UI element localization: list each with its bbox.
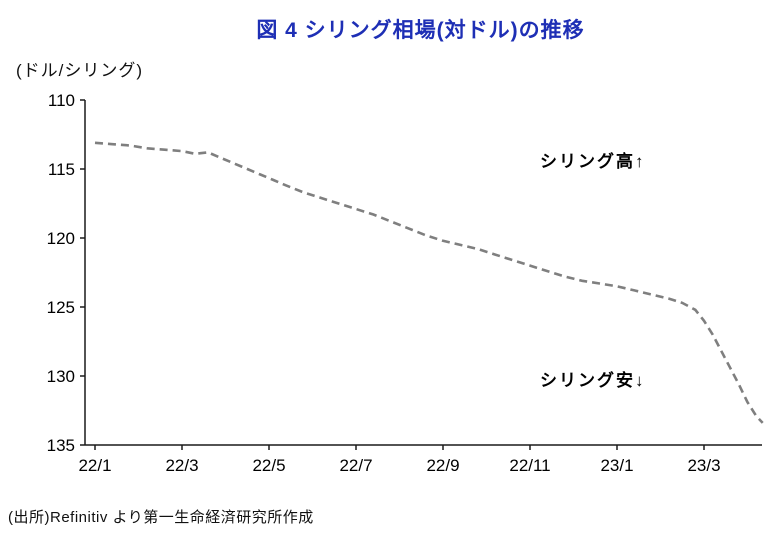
y-tick-label: 135 <box>47 436 75 455</box>
x-tick-label: 22/9 <box>426 456 459 475</box>
annotation-shilling-high: シリング高↑ <box>540 151 646 171</box>
source-note: (出所)Refinitiv より第一生命経済研究所作成 <box>8 509 314 526</box>
chart-title: 図 4 シリング相場(対ドル)の推移 <box>256 19 585 42</box>
x-tick-label: 23/1 <box>600 456 633 475</box>
exchange-rate-line <box>94 141 764 424</box>
x-tick-label: 22/11 <box>509 456 550 475</box>
x-tick-label: 22/5 <box>252 456 285 475</box>
series-line <box>94 141 764 424</box>
y-tick-label: 110 <box>48 91 75 110</box>
annotation-shilling-low: シリング安↓ <box>540 370 646 390</box>
x-tick-label: 22/7 <box>339 456 372 475</box>
x-tick-label: 23/3 <box>687 456 720 475</box>
x-tick-label: 22/3 <box>165 456 198 475</box>
y-axis-unit-label: (ドル/シリング) <box>16 61 144 80</box>
y-tick-label: 125 <box>47 298 75 317</box>
y-tick-label: 130 <box>47 367 75 386</box>
x-tick-label: 22/1 <box>78 456 111 475</box>
y-tick-label: 120 <box>47 229 75 248</box>
y-tick-label: 115 <box>48 160 75 179</box>
